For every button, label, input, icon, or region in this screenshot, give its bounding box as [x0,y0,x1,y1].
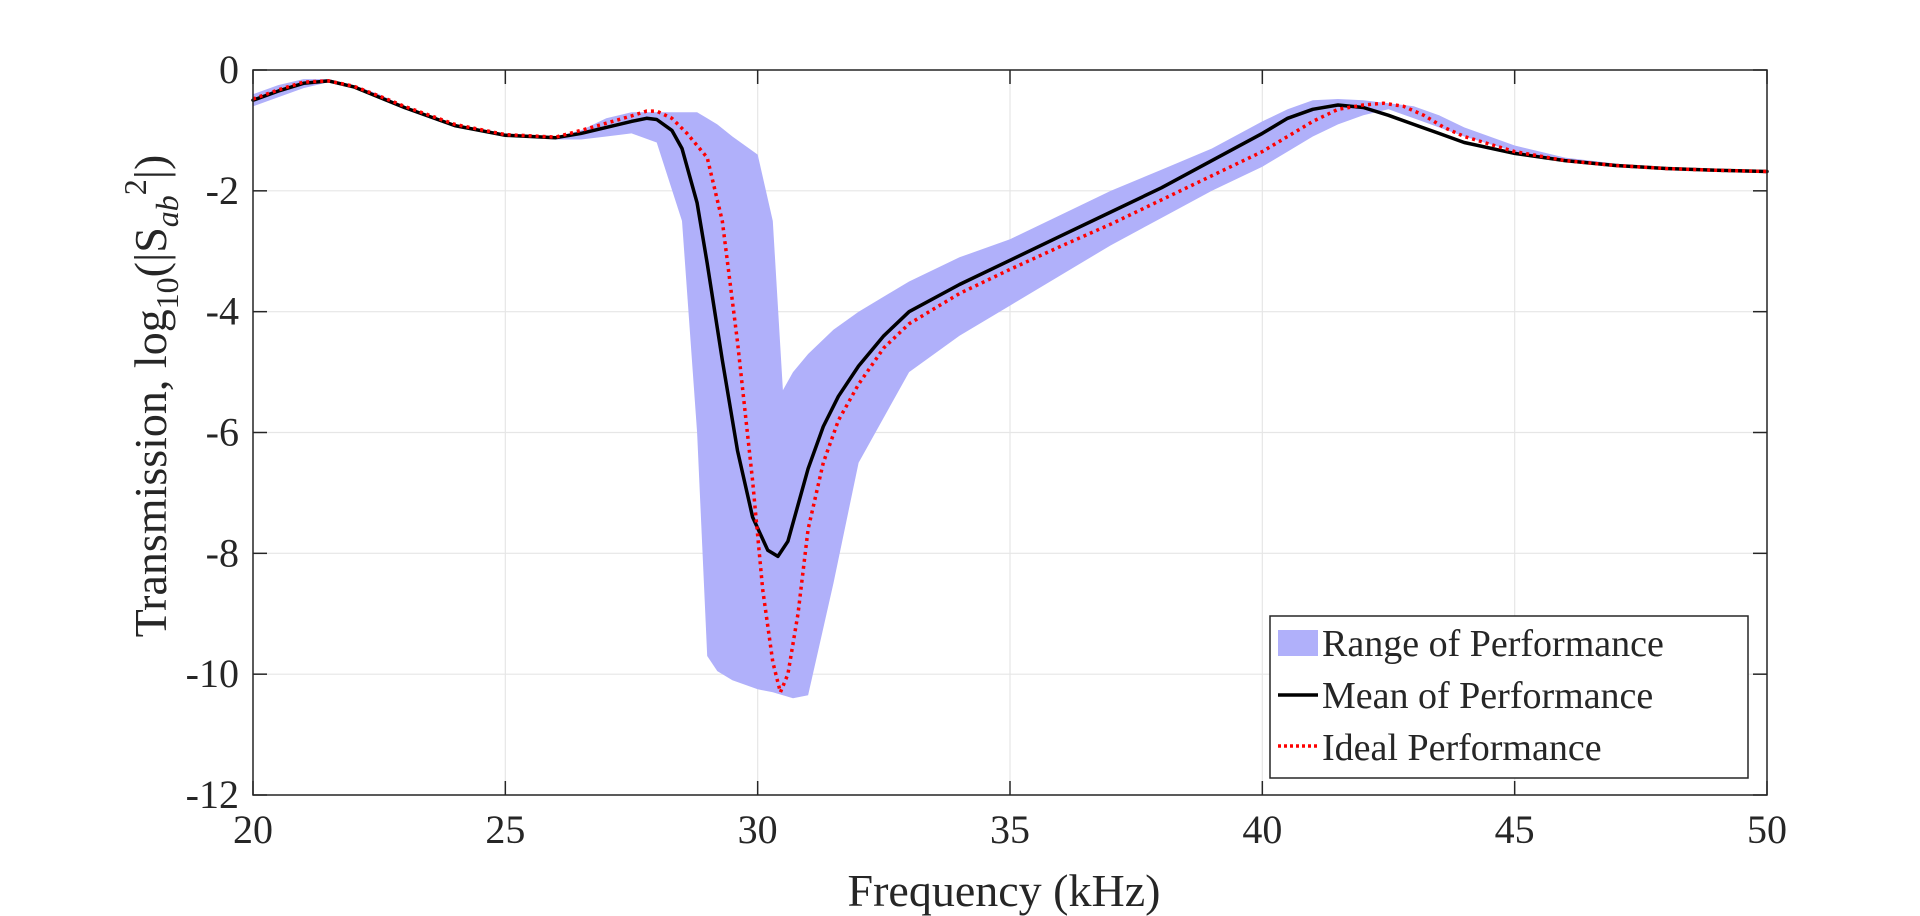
legend-label-mean: Mean of Performance [1322,675,1653,717]
x-tick-labels: 20 25 30 35 40 45 50 [233,807,1787,852]
y-tick-label: 0 [219,47,239,92]
legend-label-range: Range of Performance [1322,623,1664,665]
legend: Range of Performance Mean of Performance… [1269,615,1749,779]
y-tick-label: -8 [206,530,239,575]
y-tick-labels: 0 -2 -4 -6 -8 -10 -12 [186,47,239,817]
mean-of-performance-line [251,79,1769,559]
legend-box [1269,615,1749,779]
x-tick-label: 30 [738,807,778,852]
legend-swatch-range [1278,630,1318,656]
x-tick-label: 25 [485,807,525,852]
x-tick-label: 35 [990,807,1030,852]
y-tick-label: -4 [206,289,239,334]
y-tick-label: -6 [206,410,239,455]
y-label-sub-ab: ab [149,195,185,227]
x-tick-label: 45 [1495,807,1535,852]
y-label-middle: (|S [125,227,176,277]
y-tick-label: -12 [186,772,239,817]
line-layer [251,79,1769,695]
x-tick-label: 20 [233,807,273,852]
y-tick-label: -10 [186,651,239,696]
legend-label-ideal: Ideal Performance [1322,727,1602,769]
y-label-main: Transmission, log [125,309,176,637]
x-tick-label: 40 [1242,807,1282,852]
y-label-sup: 2 [117,179,153,195]
y-axis-label: Transmission, log10(|Sab2|) [117,155,185,638]
axis-ticks [252,69,1768,796]
y-label-sub10: 10 [149,277,185,309]
y-tick-label: -2 [206,168,239,213]
y-label-end: |) [125,155,176,180]
x-axis-label: Frequency (kHz) [848,865,1161,916]
x-tick-label: 50 [1747,807,1787,852]
